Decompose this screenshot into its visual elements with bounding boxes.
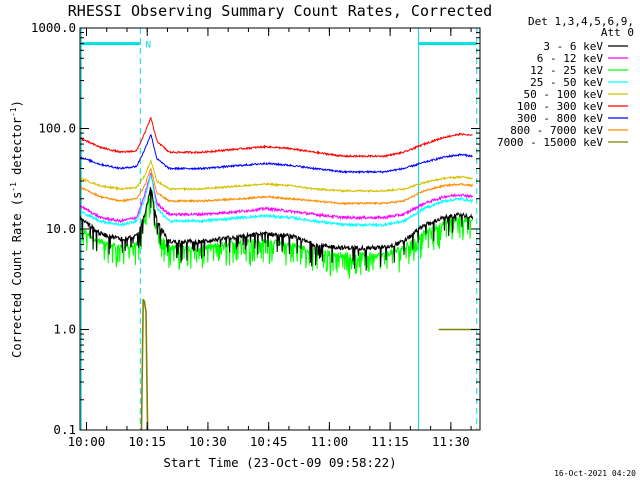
chart-title: RHESSI Observing Summary Count Rates, Co… bbox=[68, 2, 492, 20]
y-tick-label: 10.0 bbox=[46, 221, 76, 236]
y-axis-label-sup2: -1 bbox=[9, 107, 18, 117]
y-tick-label: 1.0 bbox=[53, 322, 76, 337]
y-axis-label-mid: detector bbox=[10, 117, 24, 182]
series-800-7000kev-line bbox=[79, 168, 474, 206]
series-7000-15000kev-line bbox=[140, 298, 149, 431]
legend-label: 100 - 300 keV bbox=[517, 100, 603, 113]
x-tick-label: 10:30 bbox=[189, 434, 227, 449]
legend-label: 300 - 800 keV bbox=[517, 112, 603, 125]
series-6-12kev-line bbox=[79, 172, 474, 224]
y-axis-label-sup1: -1 bbox=[9, 182, 18, 192]
footer-timestamp: 16-Oct-2021 04:20 bbox=[554, 469, 636, 478]
x-tick-label: 10:45 bbox=[250, 434, 288, 449]
x-tick-label: 10:00 bbox=[68, 434, 106, 449]
y-tick-label: 0.1 bbox=[53, 422, 76, 437]
legend-label: 50 - 100 keV bbox=[524, 88, 604, 101]
legend-header-line1: Det 1,3,4,5,6,9, bbox=[528, 15, 634, 28]
legend-label: 25 - 50 keV bbox=[530, 76, 603, 89]
legend-header-line2: Att 0 bbox=[601, 26, 634, 39]
x-tick-label: 11:00 bbox=[311, 434, 349, 449]
legend-label: 3 - 6 keV bbox=[543, 40, 603, 53]
x-axis-label: Start Time (23-Oct-09 09:58:22) bbox=[163, 455, 396, 470]
legend-label: 12 - 25 keV bbox=[530, 64, 603, 77]
axes: 1000.0 100.0 10.0 1.0 0.110:00 10:15 10:30 10:4… bbox=[31, 20, 480, 449]
legend-label: 800 - 7000 keV bbox=[510, 124, 603, 137]
legend-label: 6 - 12 keV bbox=[537, 52, 604, 65]
legend-label: 7000 - 15000 keV bbox=[497, 136, 603, 149]
x-tick-label: 11:15 bbox=[371, 434, 409, 449]
series-12-25kev-line bbox=[79, 188, 474, 279]
series-100-300kev-line bbox=[79, 117, 473, 159]
series-50-100kev-line bbox=[79, 158, 473, 193]
series-3-6kev-line bbox=[79, 186, 474, 271]
series-25-50kev-line bbox=[79, 174, 474, 228]
series-layer bbox=[79, 117, 476, 431]
y-tick-label: 100.0 bbox=[38, 121, 76, 136]
x-tick-label: 10:15 bbox=[128, 434, 166, 449]
y-axis-label-main: Corrected Count Rate (s bbox=[10, 192, 24, 358]
x-tick-label: 11:30 bbox=[432, 434, 470, 449]
y-axis-label: Corrected Count Rate (s-1 detector-1) bbox=[9, 100, 24, 358]
y-tick-label: 1000.0 bbox=[31, 20, 76, 35]
annotation-label-n: N bbox=[146, 41, 151, 51]
y-axis-label-end: ) bbox=[10, 100, 24, 107]
series-300-800kev-line bbox=[79, 133, 473, 175]
